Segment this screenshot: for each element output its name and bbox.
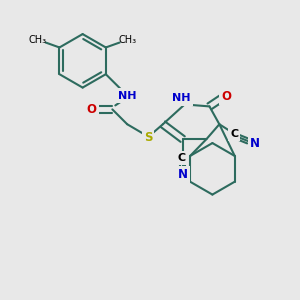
- Text: CH₃: CH₃: [118, 34, 137, 44]
- Text: C: C: [178, 153, 186, 163]
- Text: NH: NH: [172, 94, 191, 103]
- Text: N: N: [178, 168, 188, 181]
- Text: N: N: [250, 136, 260, 150]
- Text: C: C: [230, 129, 238, 139]
- Text: O: O: [86, 103, 97, 116]
- Text: O: O: [221, 90, 231, 103]
- Text: CH₃: CH₃: [28, 34, 47, 44]
- Text: NH: NH: [118, 91, 136, 100]
- Text: S: S: [144, 130, 152, 144]
